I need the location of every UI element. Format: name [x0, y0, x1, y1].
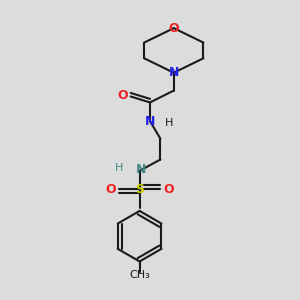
Text: N: N — [136, 163, 146, 176]
Text: H: H — [165, 118, 173, 128]
Text: O: O — [169, 22, 179, 34]
Text: N: N — [169, 66, 179, 79]
Text: S: S — [135, 183, 144, 196]
Text: O: O — [117, 89, 128, 102]
Text: O: O — [163, 183, 174, 196]
Text: N: N — [145, 115, 155, 128]
Text: O: O — [106, 183, 116, 196]
Text: H: H — [115, 163, 123, 173]
Text: CH₃: CH₃ — [129, 270, 150, 280]
